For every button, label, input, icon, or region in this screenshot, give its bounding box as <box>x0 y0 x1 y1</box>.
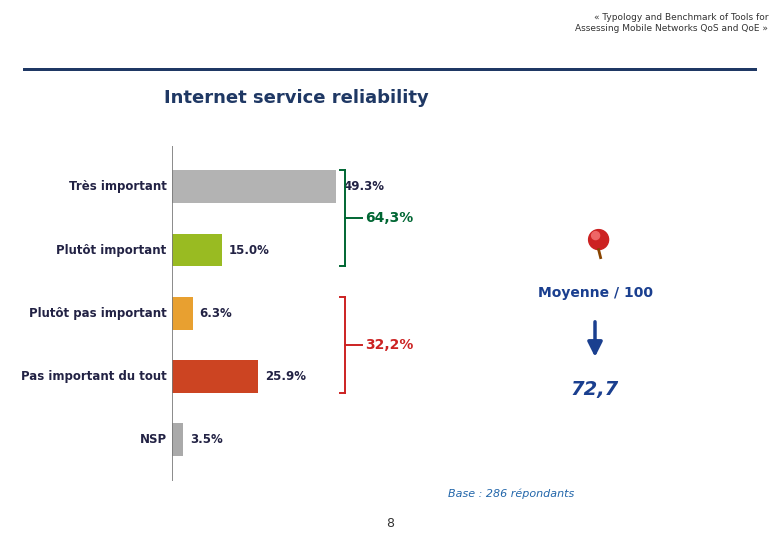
Text: 8: 8 <box>386 517 394 530</box>
Text: « Typology and Benchmark of Tools for
Assessing Mobile Networks QoS and QoE »: « Typology and Benchmark of Tools for As… <box>576 14 768 33</box>
Text: 3.5%: 3.5% <box>190 433 223 446</box>
Circle shape <box>591 232 600 240</box>
Text: 49.3%: 49.3% <box>343 180 384 193</box>
Text: 72,7: 72,7 <box>571 380 619 399</box>
Text: 15.0%: 15.0% <box>229 244 269 256</box>
Bar <box>172 423 183 456</box>
Bar <box>172 171 336 203</box>
Text: Moyenne / 100: Moyenne / 100 <box>537 286 653 300</box>
Bar <box>172 234 222 266</box>
Bar <box>172 360 258 393</box>
Text: Internet service reliability: Internet service reliability <box>164 89 429 107</box>
Text: Plutôt important: Plutôt important <box>56 244 167 256</box>
Text: 25.9%: 25.9% <box>265 370 306 383</box>
Text: Base : 286 répondants: Base : 286 répondants <box>448 489 574 499</box>
Circle shape <box>589 230 608 249</box>
Text: Plutôt pas important: Plutôt pas important <box>29 307 167 320</box>
Bar <box>172 297 193 329</box>
Text: NSP: NSP <box>140 433 167 446</box>
Text: Pas important du tout: Pas important du tout <box>21 370 167 383</box>
Text: 64,3%: 64,3% <box>365 212 413 225</box>
Text: 6.3%: 6.3% <box>200 307 232 320</box>
Text: Très important: Très important <box>69 180 167 193</box>
Text: 32,2%: 32,2% <box>365 338 413 352</box>
